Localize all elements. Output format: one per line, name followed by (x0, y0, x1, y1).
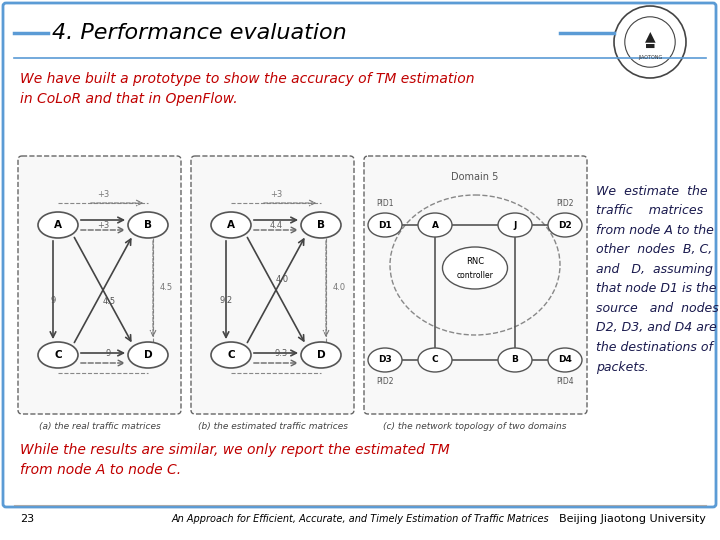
Text: C: C (54, 350, 62, 360)
Ellipse shape (498, 213, 532, 237)
Text: 4.0: 4.0 (333, 283, 346, 292)
Text: (c) the network topology of two domains: (c) the network topology of two domains (383, 422, 567, 431)
Text: B: B (512, 355, 518, 364)
Text: 9: 9 (105, 348, 111, 357)
Text: B: B (317, 220, 325, 230)
Text: 4.4: 4.4 (269, 221, 282, 231)
Text: A: A (431, 220, 438, 230)
Ellipse shape (301, 342, 341, 368)
Text: PID4: PID4 (556, 377, 574, 387)
Text: PID2: PID2 (557, 199, 574, 207)
Text: 4.5: 4.5 (102, 296, 116, 306)
Text: D1: D1 (378, 220, 392, 230)
Ellipse shape (128, 342, 168, 368)
Text: 4.5: 4.5 (160, 283, 173, 292)
Text: We have built a prototype to show the accuracy of TM estimation
in CoLoR and tha: We have built a prototype to show the ac… (20, 72, 474, 105)
Text: +3: +3 (97, 221, 109, 231)
Text: We  estimate  the
traffic    matrices
from node A to the
other  nodes  B, C,
and: We estimate the traffic matrices from no… (596, 185, 719, 374)
Text: D2: D2 (558, 220, 572, 230)
Text: PID2: PID2 (377, 377, 394, 387)
Text: J: J (513, 220, 517, 230)
Text: 9.2: 9.2 (220, 296, 233, 305)
Text: JIAOTONG: JIAOTONG (638, 56, 662, 60)
Ellipse shape (128, 212, 168, 238)
Text: 9: 9 (50, 296, 55, 305)
Text: Beijing Jiaotong University: Beijing Jiaotong University (559, 514, 706, 524)
Text: D: D (144, 350, 153, 360)
FancyBboxPatch shape (18, 156, 181, 414)
Text: 4.0: 4.0 (276, 274, 289, 284)
Ellipse shape (38, 342, 78, 368)
Text: 4. Performance evaluation: 4. Performance evaluation (52, 23, 347, 43)
Ellipse shape (418, 348, 452, 372)
Text: RNC: RNC (466, 258, 484, 267)
Ellipse shape (548, 213, 582, 237)
Text: A: A (227, 220, 235, 230)
Text: ▲: ▲ (644, 29, 655, 43)
Ellipse shape (301, 212, 341, 238)
Ellipse shape (38, 212, 78, 238)
Ellipse shape (211, 342, 251, 368)
Text: (a) the real traffic matrices: (a) the real traffic matrices (39, 422, 161, 431)
Ellipse shape (368, 213, 402, 237)
Ellipse shape (418, 213, 452, 237)
Text: A: A (54, 220, 62, 230)
Text: +3: +3 (97, 190, 109, 199)
Text: PID1: PID1 (377, 199, 394, 207)
Text: D: D (317, 350, 325, 360)
Ellipse shape (211, 212, 251, 238)
Ellipse shape (548, 348, 582, 372)
Text: +3: +3 (270, 190, 282, 199)
Text: C: C (432, 355, 438, 364)
FancyBboxPatch shape (191, 156, 354, 414)
Text: controller: controller (456, 271, 493, 280)
Text: 23: 23 (20, 514, 34, 524)
Text: While the results are similar, we only report the estimated TM
from node A to no: While the results are similar, we only r… (20, 443, 450, 476)
Text: 9.3: 9.3 (274, 348, 287, 357)
Text: D3: D3 (378, 355, 392, 364)
Text: Domain 5: Domain 5 (451, 172, 499, 182)
Text: D4: D4 (558, 355, 572, 364)
FancyBboxPatch shape (364, 156, 587, 414)
Ellipse shape (498, 348, 532, 372)
Text: B: B (144, 220, 152, 230)
Ellipse shape (368, 348, 402, 372)
Ellipse shape (443, 247, 508, 289)
Text: (b) the estimated traffic matrices: (b) the estimated traffic matrices (198, 422, 348, 431)
Text: C: C (228, 350, 235, 360)
FancyBboxPatch shape (3, 3, 716, 507)
Text: ▬: ▬ (644, 41, 655, 51)
Text: An Approach for Efficient, Accurate, and Timely Estimation of Traffic Matrices: An Approach for Efficient, Accurate, and… (171, 514, 549, 524)
